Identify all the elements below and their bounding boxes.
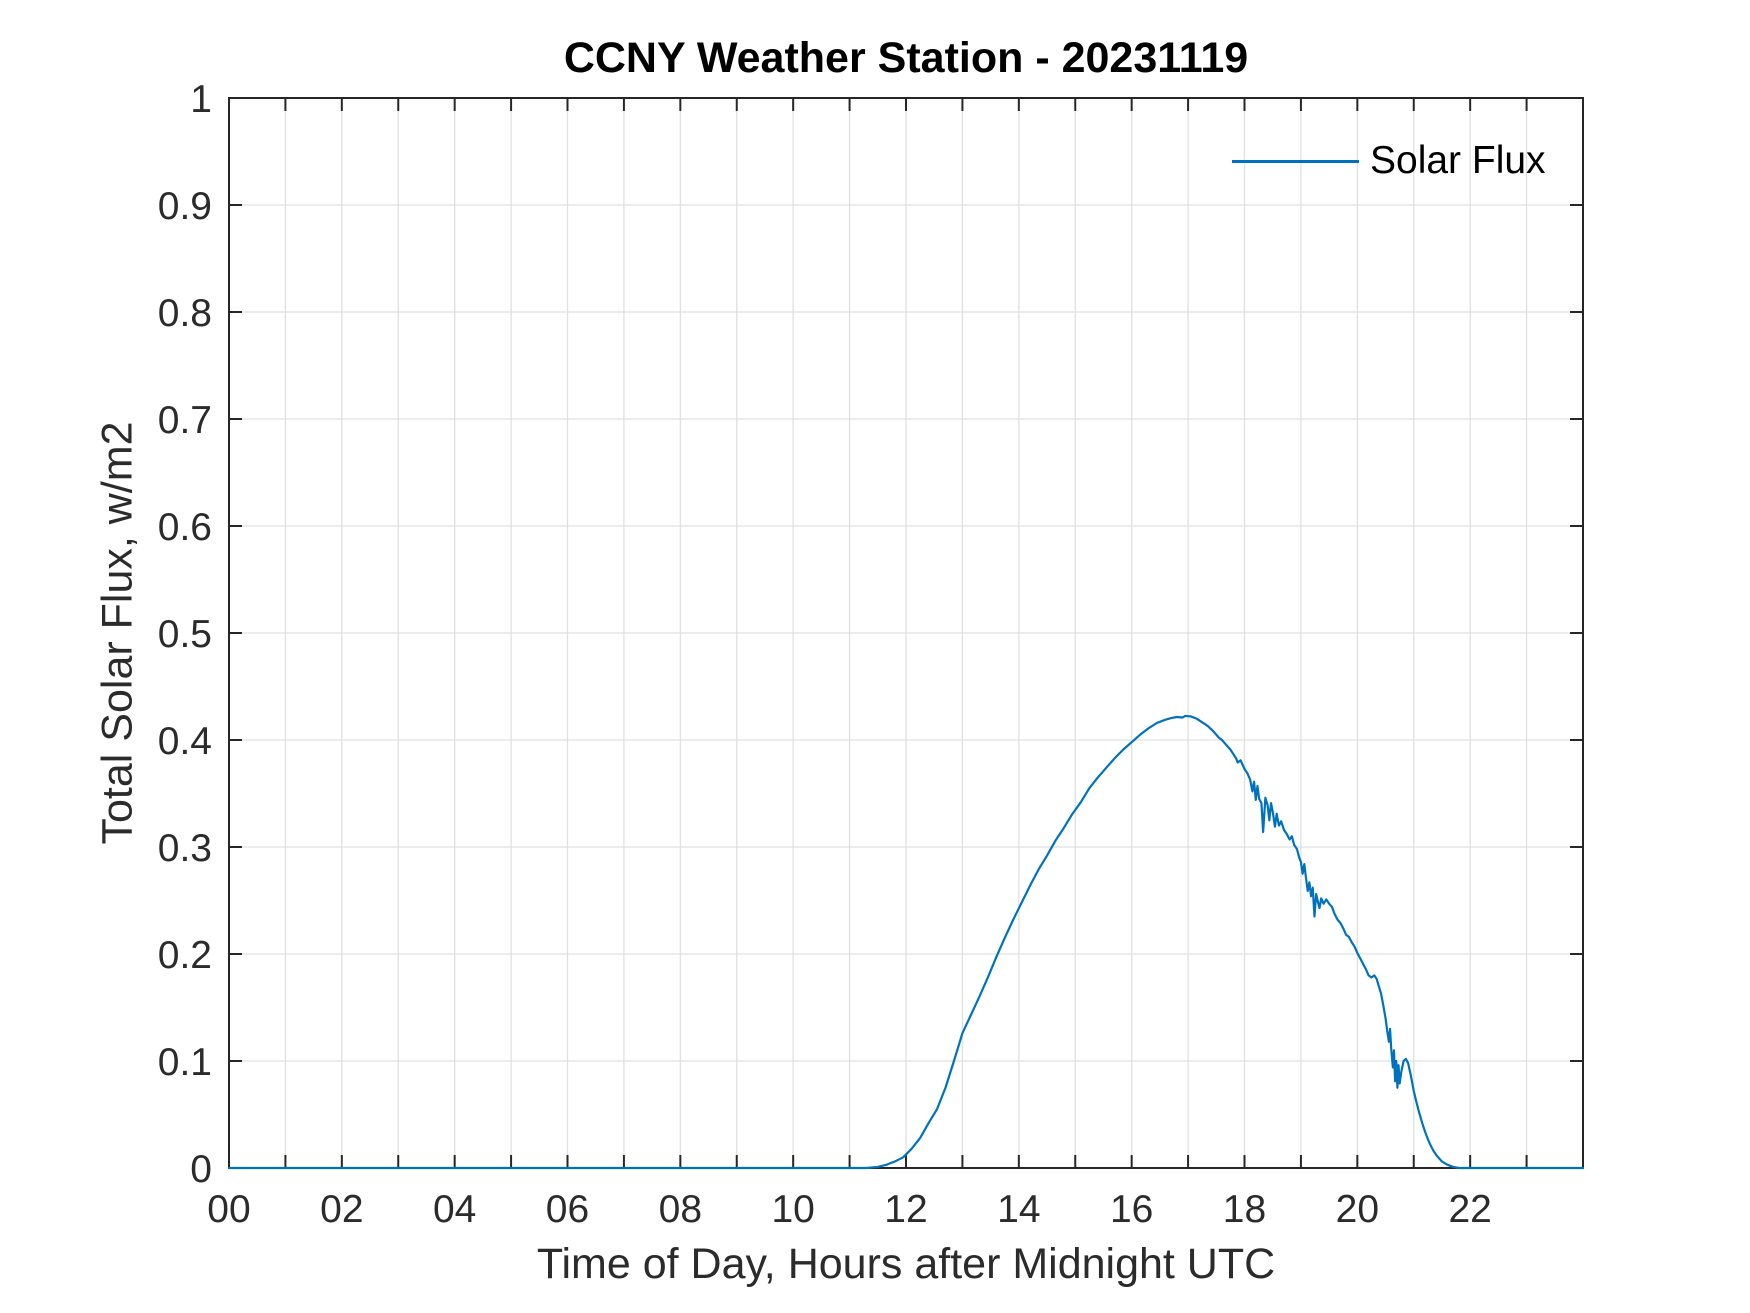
x-tick-label: 14: [997, 1188, 1040, 1231]
y-tick-label: 0: [190, 1148, 212, 1191]
y-tick-label: 0.3: [158, 827, 212, 870]
y-tick-label: 0.8: [158, 292, 212, 335]
x-tick-label: 06: [546, 1188, 589, 1231]
y-tick-label: 0.7: [158, 399, 212, 442]
y-tick-label: 0.9: [158, 185, 212, 228]
x-tick-label: 18: [1223, 1188, 1266, 1231]
x-tick-label: 10: [771, 1188, 814, 1231]
x-tick-label: 00: [207, 1188, 250, 1231]
legend-line-sample: [1232, 159, 1359, 163]
y-tick-label: 0.6: [158, 506, 212, 549]
y-tick-label: 0.5: [158, 613, 212, 656]
x-tick-label: 04: [433, 1188, 476, 1231]
y-tick-label: 0.1: [158, 1041, 212, 1084]
y-tick-label: 0.4: [158, 720, 212, 763]
legend-label: Solar Flux: [1370, 139, 1546, 182]
y-tick-label: 1: [190, 78, 212, 121]
x-axis-label: Time of Day, Hours after Midnight UTC: [536, 1240, 1276, 1288]
x-tick-label: 12: [884, 1188, 927, 1231]
legend: Solar Flux: [1232, 138, 1546, 184]
solar-flux-line: [227, 714, 1585, 1170]
y-tick-label: 0.2: [158, 934, 212, 977]
x-tick-label: 22: [1448, 1188, 1491, 1231]
x-tick-label: 20: [1336, 1188, 1379, 1231]
x-tick-label: 16: [1110, 1188, 1153, 1231]
chart-title: CCNY Weather Station - 20231119: [563, 34, 1249, 82]
x-tick-label: 02: [320, 1188, 363, 1231]
x-tick-label: 08: [659, 1188, 702, 1231]
y-axis-label: Total Solar Flux, w/m2: [93, 421, 142, 845]
